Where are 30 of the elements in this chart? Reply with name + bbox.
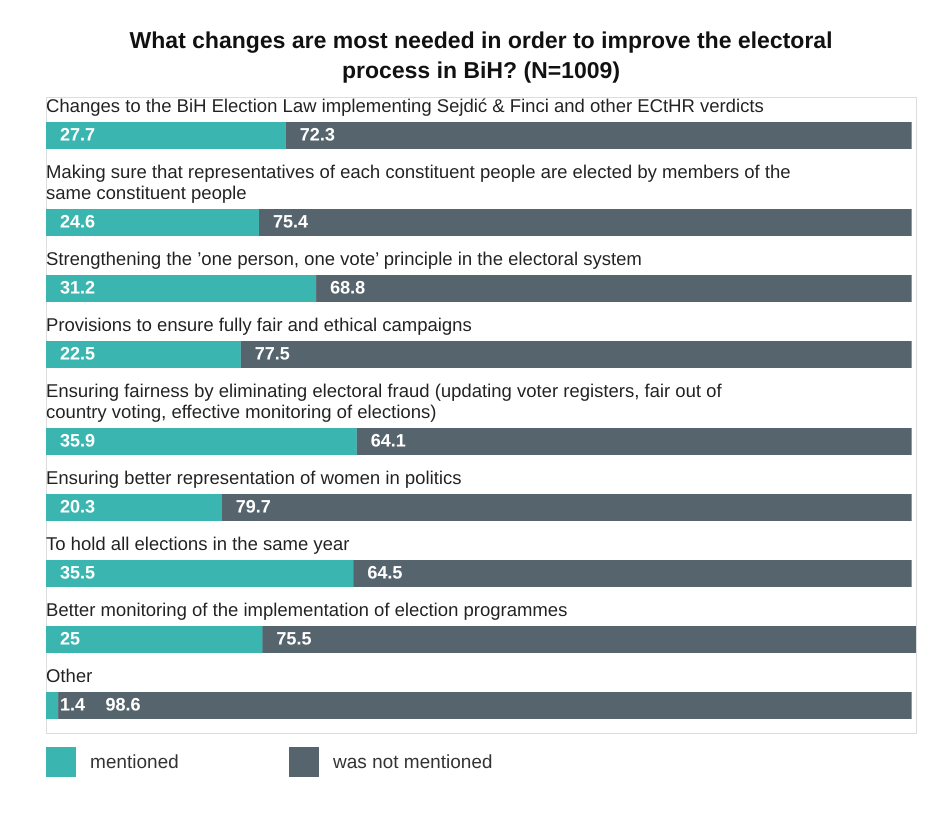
data-label: 64.5 <box>367 562 402 582</box>
data-label: 27.7 <box>60 124 96 144</box>
data-label: 75.4 <box>272 212 308 232</box>
data-label: 98.6 <box>106 694 141 714</box>
y-tick-label: Strengthening the ’one person, one vote’ principle in the electoral system <box>46 248 642 269</box>
data-label: 25 <box>60 628 80 648</box>
data-label: 79.7 <box>236 496 271 516</box>
y-tick-label: Ensuring fairness by eliminating electoral fraud (updating voter registers, fair out of country voting, effective monitoring of elections) <box>46 380 722 422</box>
data-label: 77.5 <box>254 344 290 364</box>
data-label: 24.6 <box>60 212 96 232</box>
y-tick-label: Other <box>46 665 92 686</box>
legend-label: was not mentioned <box>332 752 492 773</box>
data-label: 20.3 <box>60 496 96 516</box>
data-label: 1.4 <box>60 694 86 714</box>
y-tick-label: Ensuring better representation of women in politics <box>46 467 462 488</box>
y-tick-label: Provisions to ensure fully fair and ethical campaigns <box>46 314 472 335</box>
y-tick-label: Making sure that representatives of each constituent people are elected by members of the same constituent people <box>46 161 791 203</box>
data-label: 75.5 <box>276 628 312 648</box>
data-label: 31.2 <box>60 278 96 298</box>
data-label: 68.8 <box>330 278 366 298</box>
y-tick-label: To hold all elections in the same year <box>46 533 350 554</box>
data-label: 64.1 <box>370 430 406 450</box>
data-label: 35.5 <box>60 562 96 582</box>
data-label: 72.3 <box>300 124 335 144</box>
data-label: 35.9 <box>60 430 96 450</box>
y-tick-label: Changes to the BiH Election Law implementing Sejdić & Finci and other ECtHR verdicts <box>46 95 764 116</box>
y-tick-label: Better monitoring of the implementation of election programmes <box>46 599 568 620</box>
chart-title: What changes are most needed in order to improve the electoral process in BiH? (N=1009) <box>130 27 832 83</box>
data-label: 22.5 <box>60 344 96 364</box>
legend-label: mentioned <box>90 752 179 773</box>
